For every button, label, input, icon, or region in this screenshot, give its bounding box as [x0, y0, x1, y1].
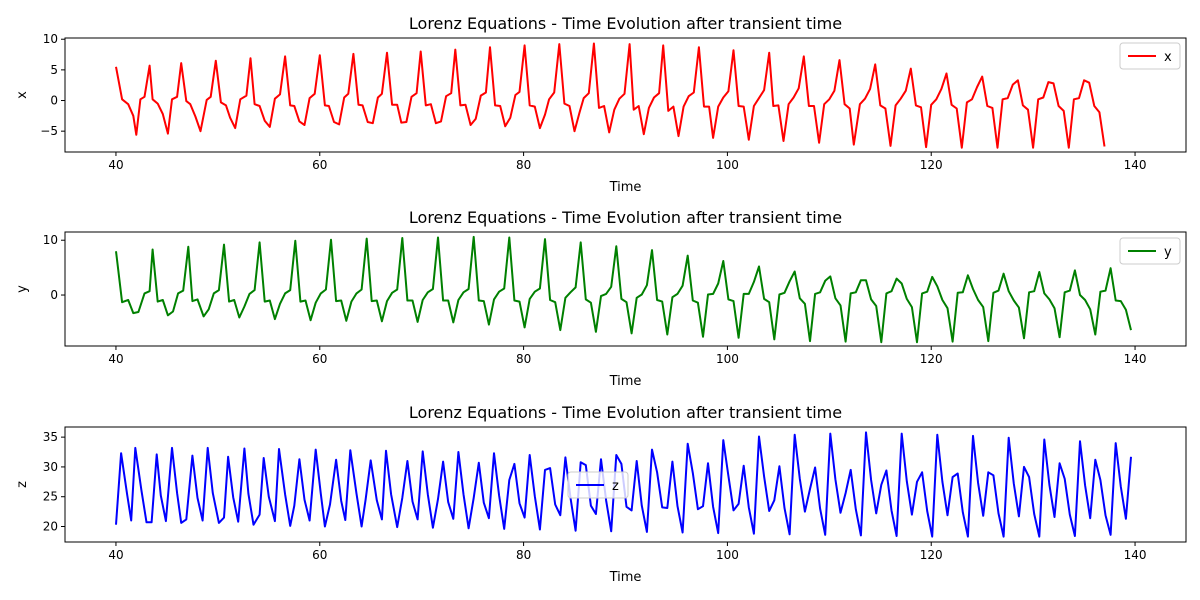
y-tick-label: 30 [43, 460, 58, 474]
y-tick-label: 0 [50, 94, 58, 108]
y-tick-label: 10 [43, 233, 58, 247]
x-axis-label: Time [609, 570, 642, 585]
y-tick-label: 0 [50, 288, 58, 302]
y-tick-label: 35 [43, 430, 58, 444]
x-tick-label: 40 [108, 158, 123, 172]
x-tick-label: 120 [920, 352, 943, 366]
x-tick-label: 140 [1124, 352, 1147, 366]
legend-label: y [1164, 245, 1172, 260]
x-tick-label: 80 [516, 548, 531, 562]
y-axis-label: z [15, 481, 30, 488]
subplot-2: Lorenz Equations - Time Evolution after … [15, 208, 1187, 389]
y-axis-label: x [15, 91, 30, 99]
x-tick-label: 120 [920, 158, 943, 172]
x-tick-label: 60 [312, 548, 327, 562]
plot-frame [64, 231, 1187, 347]
series-line-x [115, 42, 1106, 149]
subplot-title: Lorenz Equations - Time Evolution after … [409, 208, 842, 227]
x-axis-label: Time [609, 374, 642, 389]
x-tick-label: 60 [312, 158, 327, 172]
subplot-3: Lorenz Equations - Time Evolution after … [15, 403, 1187, 585]
legend-label: x [1164, 50, 1172, 65]
y-tick-label: 10 [43, 32, 58, 46]
x-tick-label: 40 [108, 548, 123, 562]
x-tick-label: 120 [920, 548, 943, 562]
legend-label: z [612, 479, 619, 494]
plot-frame [64, 426, 1187, 543]
subplot-title: Lorenz Equations - Time Evolution after … [409, 403, 842, 422]
y-tick-label: 25 [43, 490, 58, 504]
legend: z [567, 471, 629, 499]
y-tick-label: 5 [50, 63, 58, 77]
y-axis-label: y [15, 285, 30, 293]
plot-frame [64, 37, 1187, 153]
legend: x [1119, 42, 1181, 70]
x-tick-label: 140 [1124, 158, 1147, 172]
x-tick-label: 80 [516, 158, 531, 172]
x-tick-label: 100 [716, 548, 739, 562]
y-tick-label: 20 [43, 520, 58, 534]
x-tick-label: 100 [716, 158, 739, 172]
x-tick-label: 40 [108, 352, 123, 366]
series-line-y [115, 235, 1132, 344]
x-tick-label: 140 [1124, 548, 1147, 562]
x-tick-label: 100 [716, 352, 739, 366]
legend: y [1119, 237, 1181, 265]
x-tick-label: 80 [516, 352, 531, 366]
subplot-title: Lorenz Equations - Time Evolution after … [409, 14, 842, 33]
y-tick-label: −5 [40, 124, 58, 138]
subplot-1: Lorenz Equations - Time Evolution after … [15, 14, 1187, 195]
x-tick-label: 60 [312, 352, 327, 366]
x-axis-label: Time [609, 180, 642, 195]
